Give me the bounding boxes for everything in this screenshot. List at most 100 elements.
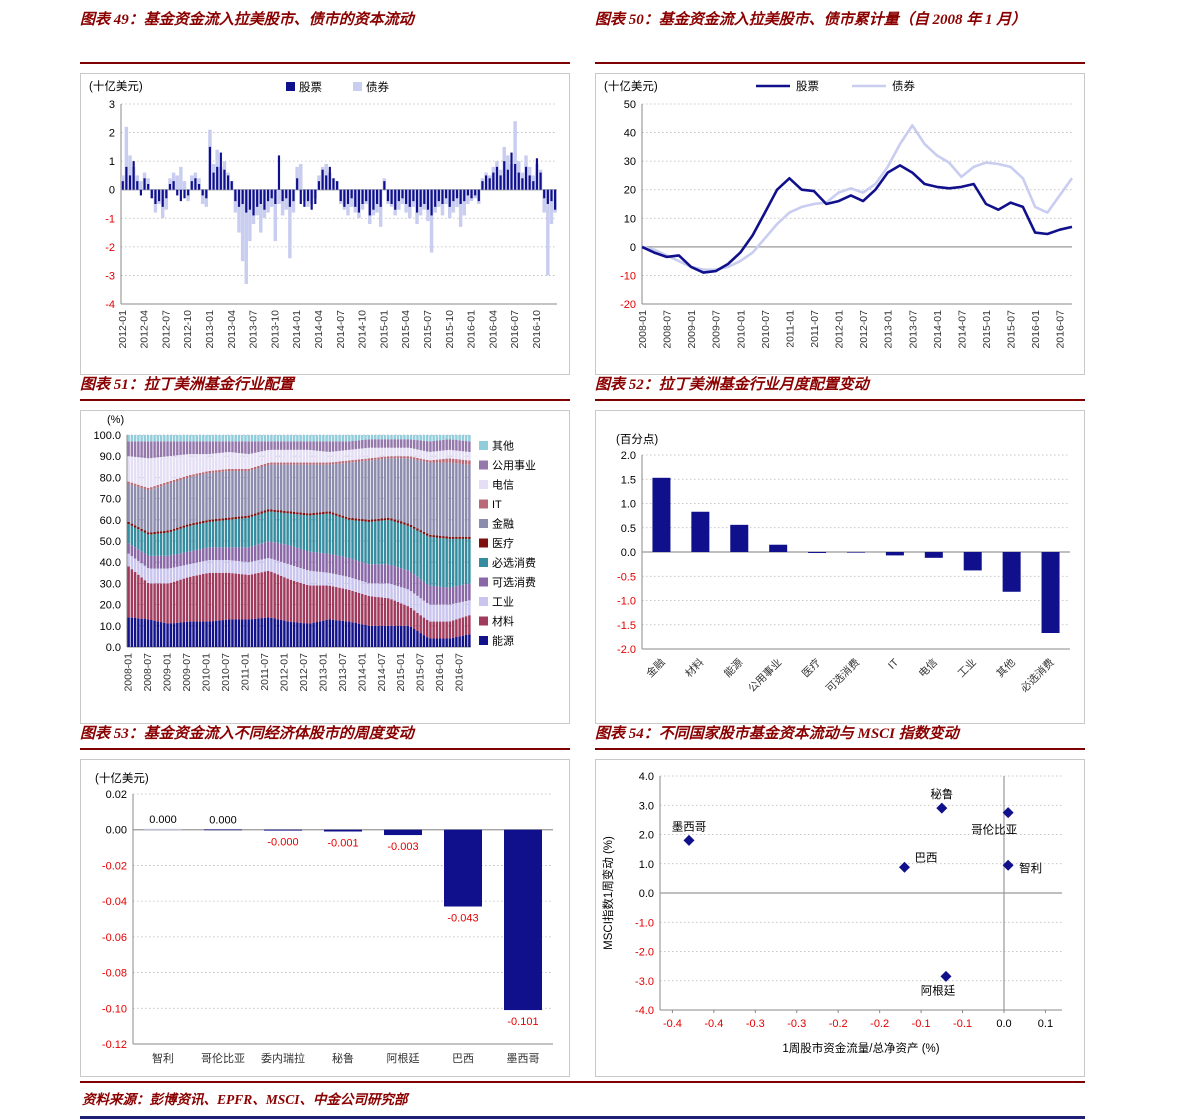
svg-text:墨西哥: 墨西哥	[672, 820, 707, 833]
svg-text:医疗: 医疗	[799, 656, 823, 680]
svg-text:50.0: 50.0	[100, 536, 121, 548]
charts-grid: 图表 49：基金资金流入拉美股市、债市的资本流动 (十亿美元) 股票 债券 3 2 1 0-…	[80, 10, 1085, 1077]
svg-text:-1.0: -1.0	[635, 917, 654, 929]
svg-text:-20: -20	[620, 299, 636, 311]
svg-text:2.0: 2.0	[621, 450, 636, 462]
chart-49: 图表 49：基金资金流入拉美股市、债市的资本流动 (十亿美元) 股票 债券 3 2 1 0 -…	[80, 10, 570, 375]
svg-text:30.0: 30.0	[100, 578, 121, 590]
svg-text:4.0: 4.0	[639, 771, 654, 783]
svg-text:70.0: 70.0	[100, 494, 121, 506]
svg-text:2016-07: 2016-07	[1055, 310, 1067, 349]
svg-text:-0.12: -0.12	[102, 1039, 127, 1051]
svg-text:-0.10: -0.10	[102, 1003, 127, 1015]
page-bottom-rule	[80, 1116, 1085, 1119]
svg-text:材料: 材料	[492, 614, 514, 628]
svg-text:2011-01: 2011-01	[239, 653, 251, 691]
svg-text:-10: -10	[620, 270, 636, 282]
svg-text:2010-07: 2010-07	[220, 653, 232, 692]
svg-text:2016-01: 2016-01	[434, 653, 446, 692]
svg-text:2008-07: 2008-07	[662, 310, 674, 349]
svg-text:-0.001: -0.001	[327, 838, 358, 850]
svg-text:必选消费: 必选消费	[1018, 656, 1057, 695]
svg-text:-0.003: -0.003	[387, 841, 418, 853]
svg-text:工业: 工业	[956, 657, 979, 680]
svg-text:20: 20	[624, 185, 636, 197]
svg-text:2010-01: 2010-01	[201, 653, 213, 692]
svg-text:2013-01: 2013-01	[204, 310, 216, 349]
svg-text:0.0: 0.0	[996, 1018, 1011, 1030]
svg-text:-0.08: -0.08	[102, 968, 127, 980]
svg-text:2013-04: 2013-04	[226, 310, 238, 349]
svg-text:2015-07: 2015-07	[422, 310, 434, 349]
chart-54: 图表 54：不同国家股市基金资本流动与 MSCI 指数变动 4.0 3.0 2.0 1…	[595, 724, 1085, 1077]
svg-text:(%): (%)	[107, 414, 124, 426]
svg-text:工业: 工业	[492, 596, 514, 609]
svg-text:金融: 金融	[644, 656, 668, 680]
svg-text:-0.06: -0.06	[102, 932, 127, 944]
svg-text:2009-07: 2009-07	[711, 310, 723, 349]
chart-49-canvas: (十亿美元) 股票 债券 3 2 1 0 -1 -2 -3 -4 2012-01 2012-04 2012…	[80, 73, 570, 375]
svg-text:0.000: 0.000	[209, 815, 237, 827]
svg-text:哥伦比亚: 哥伦比亚	[201, 1051, 245, 1065]
svg-text:可选消费: 可选消费	[492, 575, 536, 589]
chart-51-canvas: (%) 100.0 90.0 80.0 70.0 60.0 50.0 40.0 30.0 20.0…	[80, 410, 570, 724]
svg-text:哥伦比亚: 哥伦比亚	[971, 823, 1017, 837]
svg-text:阿根廷: 阿根廷	[387, 1051, 420, 1065]
svg-text:债券: 债券	[892, 79, 915, 93]
svg-text:2012-01: 2012-01	[834, 310, 846, 349]
svg-text:2014-10: 2014-10	[357, 310, 369, 349]
svg-text:巴西: 巴西	[915, 852, 938, 864]
svg-text:股票: 股票	[299, 81, 322, 94]
svg-text:其他: 其他	[492, 440, 514, 453]
svg-text:30: 30	[624, 156, 636, 168]
svg-text:0.000: 0.000	[149, 814, 177, 826]
svg-text:巴西: 巴西	[452, 1053, 474, 1065]
chart-51-title: 图表 51：拉丁美洲基金行业配置	[80, 375, 570, 401]
svg-text:1.5: 1.5	[621, 474, 636, 486]
source-note: 资料来源：彭博资讯、EPFR、MSCI、中金公司研究部	[80, 1081, 1085, 1116]
svg-text:3.0: 3.0	[639, 800, 654, 812]
svg-text:智利: 智利	[1019, 861, 1042, 875]
svg-text:2014-01: 2014-01	[932, 310, 944, 349]
svg-text:2015-01: 2015-01	[378, 310, 390, 349]
svg-text:0: 0	[109, 185, 115, 197]
svg-text:-3: -3	[105, 270, 115, 282]
svg-text:IT: IT	[886, 656, 901, 671]
chart-53: 图表 53：基金资金流入不同经济体股市的周度变动 (十亿美元) 0.02 0.00 -…	[80, 724, 570, 1077]
svg-text:0: 0	[630, 242, 636, 254]
svg-text:2014-01: 2014-01	[291, 310, 303, 349]
svg-text:-0.043: -0.043	[447, 913, 478, 925]
svg-text:2010-01: 2010-01	[735, 310, 747, 349]
svg-text:2008-07: 2008-07	[142, 653, 154, 692]
svg-text:0.1: 0.1	[1038, 1018, 1053, 1030]
svg-text:智利: 智利	[152, 1051, 174, 1065]
svg-text:2009-01: 2009-01	[162, 653, 174, 692]
svg-text:材料: 材料	[682, 656, 706, 680]
svg-text:2012-04: 2012-04	[139, 310, 151, 349]
svg-text:2.0: 2.0	[639, 830, 654, 842]
svg-text:100.0: 100.0	[93, 430, 121, 442]
svg-text:90.0: 90.0	[100, 451, 121, 463]
svg-text:-2.0: -2.0	[635, 947, 654, 959]
svg-text:40: 40	[624, 128, 636, 140]
svg-text:50: 50	[624, 99, 636, 111]
svg-text:2012-01: 2012-01	[278, 653, 290, 692]
svg-text:能源: 能源	[721, 656, 745, 680]
svg-text:-0.1: -0.1	[912, 1018, 931, 1030]
svg-text:秘鲁: 秘鲁	[332, 1051, 354, 1065]
svg-text:0.00: 0.00	[106, 825, 127, 837]
chart-54-svg: 4.0 3.0 2.0 1.0 0.0 -1.0 -2.0 -3.0 -4.0 -0.4 -0.4 -…	[601, 771, 1062, 1055]
svg-text:2013-01: 2013-01	[883, 310, 895, 349]
svg-text:2016-01: 2016-01	[466, 310, 478, 349]
svg-text:2014-07: 2014-07	[956, 310, 968, 349]
svg-text:-0.000: -0.000	[267, 837, 298, 849]
svg-text:阿根廷: 阿根廷	[921, 983, 956, 997]
svg-text:2015-01: 2015-01	[981, 310, 993, 349]
svg-text:2012-07: 2012-07	[160, 310, 172, 349]
svg-text:公用事业: 公用事业	[492, 459, 536, 472]
svg-text:2013-07: 2013-07	[248, 310, 260, 349]
svg-text:2008-01: 2008-01	[123, 653, 135, 692]
